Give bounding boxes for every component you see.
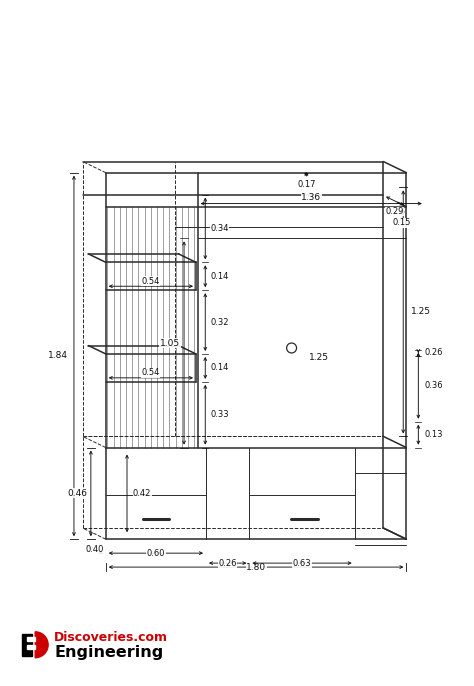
Text: 1.05: 1.05 xyxy=(160,338,180,348)
Text: 1.36: 1.36 xyxy=(301,193,321,202)
Text: 0.14: 0.14 xyxy=(210,272,228,281)
Text: 0.42: 0.42 xyxy=(133,489,151,498)
Bar xyxy=(22,634,32,656)
Text: 0.60: 0.60 xyxy=(146,549,165,558)
Text: 0.32: 0.32 xyxy=(210,318,229,327)
Text: 0.15: 0.15 xyxy=(393,218,411,227)
Text: 0.13: 0.13 xyxy=(424,430,443,439)
Text: Discoveries.com: Discoveries.com xyxy=(54,631,168,644)
Text: 1.25: 1.25 xyxy=(309,353,328,362)
Bar xyxy=(27,637,35,641)
Text: 0.17: 0.17 xyxy=(297,180,316,189)
Bar xyxy=(27,645,35,649)
Text: 0.29: 0.29 xyxy=(386,207,404,216)
Text: 0.33: 0.33 xyxy=(210,410,229,419)
Text: 0.63: 0.63 xyxy=(293,558,311,567)
Text: 0.26: 0.26 xyxy=(424,348,443,357)
Text: 0.40: 0.40 xyxy=(85,545,103,554)
Text: 0.34: 0.34 xyxy=(210,224,229,233)
Text: 0.14: 0.14 xyxy=(210,364,228,372)
Text: Engineering: Engineering xyxy=(54,646,164,660)
Wedge shape xyxy=(35,632,48,658)
Text: 0.36: 0.36 xyxy=(424,381,443,390)
Text: 0.54: 0.54 xyxy=(142,276,160,286)
Text: 0.26: 0.26 xyxy=(219,558,237,567)
Text: 1.80: 1.80 xyxy=(246,563,266,571)
Text: 1.84: 1.84 xyxy=(48,351,68,360)
Text: 0.46: 0.46 xyxy=(67,489,87,498)
Text: 1.25: 1.25 xyxy=(411,307,431,316)
Text: 0.54: 0.54 xyxy=(142,368,160,377)
